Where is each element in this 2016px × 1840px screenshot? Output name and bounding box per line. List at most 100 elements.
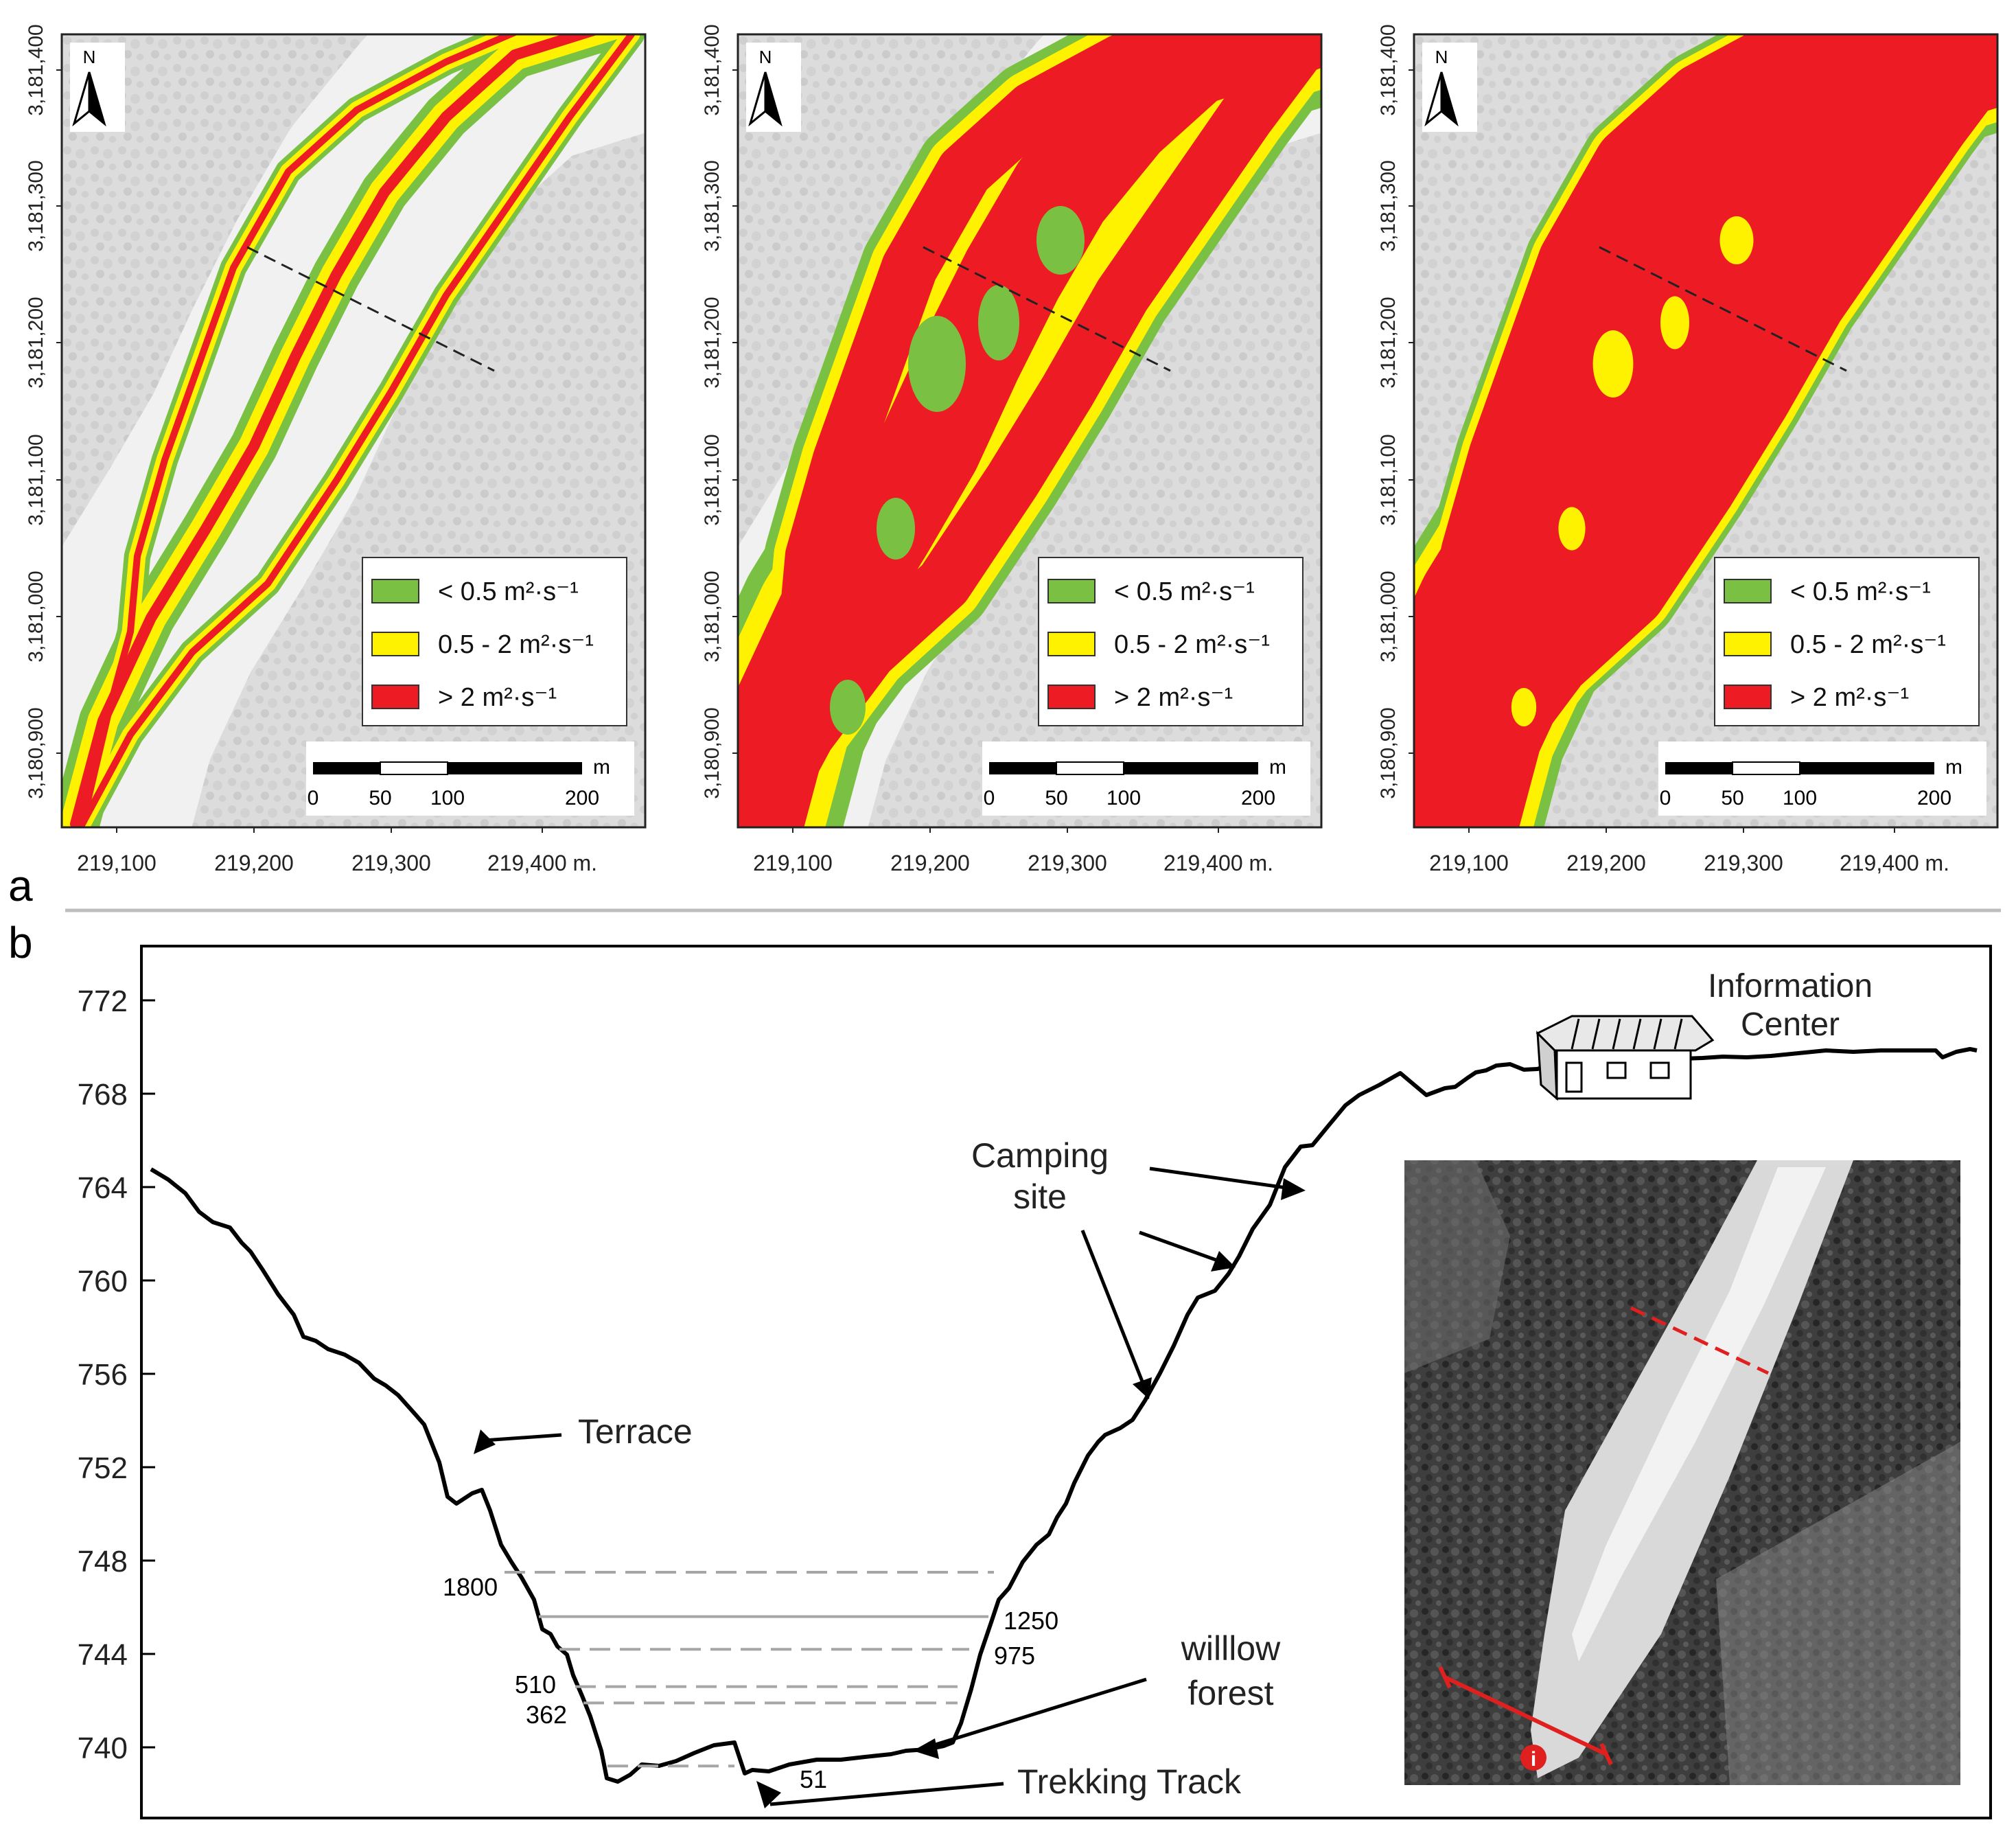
- aerial-inset: i: [1404, 1160, 1960, 1785]
- discharge-map-2: N < 0.5 m²·s⁻¹ 0.5 - 2 m²·s⁻¹ > 2 m²·s⁻¹ m 0 5…: [737, 33, 1323, 829]
- water-label-975: 975: [994, 1642, 1035, 1670]
- map-y-tick: 3,181,200: [25, 297, 47, 388]
- map-frame: [1413, 33, 1999, 829]
- north-arrow-icon: N: [70, 43, 125, 132]
- map-x-tick: 219,300: [1704, 851, 1783, 875]
- legend-label: > 2 m²·s⁻¹: [1114, 683, 1233, 712]
- water-label-1250: 1250: [1004, 1607, 1058, 1635]
- trekking-track-label: Trekking Track: [1017, 1762, 1242, 1801]
- scale-unit: m: [593, 756, 610, 779]
- legend-item: 0.5 - 2 m²·s⁻¹: [371, 630, 594, 659]
- map-x-tick: 219,200: [214, 851, 294, 875]
- scale-label: 100: [1107, 787, 1141, 809]
- north-arrow-icon: N: [1422, 43, 1477, 132]
- discharge-map-3: N < 0.5 m²·s⁻¹ 0.5 - 2 m²·s⁻¹ > 2 m²·s⁻¹ m 0 5…: [1413, 33, 1999, 829]
- information-center-label-line2: Center: [1741, 1007, 1840, 1043]
- legend-swatch: [1047, 579, 1096, 603]
- section-y-tick: 768: [78, 1078, 128, 1112]
- legend: < 0.5 m²·s⁻¹ 0.5 - 2 m²·s⁻¹ > 2 m²·s⁻¹: [362, 557, 627, 726]
- legend: < 0.5 m²·s⁻¹ 0.5 - 2 m²·s⁻¹ > 2 m²·s⁻¹: [1714, 557, 1980, 726]
- water-label-362: 362: [526, 1701, 567, 1729]
- legend-item: 0.5 - 2 m²·s⁻¹: [1047, 630, 1270, 659]
- legend: < 0.5 m²·s⁻¹ 0.5 - 2 m²·s⁻¹ > 2 m²·s⁻¹: [1038, 557, 1304, 726]
- section-y-tick: 752: [78, 1451, 128, 1485]
- map-x-tick: 219,400 m.: [1840, 851, 1949, 875]
- map-x-tick: 219,300: [351, 851, 431, 875]
- scale-label: 50: [369, 787, 391, 809]
- flow-zone-r: [70, 34, 599, 827]
- panel-a-label: a: [8, 861, 33, 910]
- map-x-tick: 219,200: [890, 851, 970, 875]
- map-x-tick: 219,300: [1028, 851, 1107, 875]
- scale-bar: m 0 50 100 200: [306, 741, 634, 816]
- map-x-tick: 219,400 m.: [487, 851, 597, 875]
- legend-swatch: [371, 632, 419, 656]
- camping-site-label-line2: site: [1013, 1177, 1067, 1216]
- scale-label: 0: [308, 787, 319, 809]
- legend-item: < 0.5 m²·s⁻¹: [371, 577, 579, 606]
- camping-site-label-line1: Camping: [971, 1136, 1109, 1175]
- discharge-map-1: N < 0.5 m²·s⁻¹ 0.5 - 2 m²·s⁻¹ > 2 m²·s⁻¹ m 0 5…: [60, 33, 647, 829]
- legend-swatch: [1724, 579, 1772, 603]
- arrow-heads: [474, 1178, 1306, 1808]
- legend-label: 0.5 - 2 m²·s⁻¹: [1114, 630, 1270, 659]
- north-arrow-icon: N: [746, 43, 801, 132]
- section-line: [1599, 246, 1847, 372]
- map-x-tick: 219,200: [1566, 851, 1646, 875]
- legend-label: 0.5 - 2 m²·s⁻¹: [1790, 630, 1946, 659]
- scale-label: 200: [565, 787, 599, 809]
- section-line: [246, 246, 495, 372]
- north-label: N: [83, 47, 96, 67]
- annotation-arrows: [483, 1166, 1297, 1806]
- legend-swatch: [371, 579, 419, 603]
- section-y-tick: 748: [78, 1545, 128, 1578]
- map-x-tick: 219,100: [77, 851, 157, 875]
- map-x-tick: 219,400 m.: [1163, 851, 1273, 875]
- willow-forest-label-line2: forest: [1187, 1674, 1273, 1712]
- map-y-tick: 3,181,200: [701, 297, 723, 388]
- map-y-tick: 3,181,400: [25, 24, 47, 115]
- map-y-tick: 3,181,400: [701, 24, 723, 115]
- map-y-tick: 3,180,900: [1377, 707, 1400, 798]
- map-y-tick: 3,181,000: [1377, 571, 1400, 662]
- terrain-profile-line: [150, 1047, 1978, 1784]
- map-y-tick: 3,181,300: [25, 160, 47, 251]
- scale-label: 0: [1660, 787, 1671, 809]
- section-y-tick: 772: [78, 985, 128, 1018]
- scale-label: 200: [1917, 787, 1951, 809]
- scale-unit: m: [1945, 756, 1962, 779]
- legend-swatch: [371, 685, 419, 709]
- scale-bar: m 0 50 100 200: [1658, 741, 1986, 816]
- map-y-tick: 3,181,100: [701, 434, 723, 525]
- legend-item: 0.5 - 2 m²·s⁻¹: [1724, 630, 1946, 659]
- legend-item: < 0.5 m²·s⁻¹: [1724, 577, 1931, 606]
- water-label-510: 510: [515, 1670, 556, 1699]
- discharge-maps: N < 0.5 m²·s⁻¹ 0.5 - 2 m²·s⁻¹ > 2 m²·s⁻¹ m 0 5…: [25, 24, 1999, 875]
- scale-label: 100: [430, 787, 465, 809]
- scale-label: 0: [984, 787, 995, 809]
- inset-scale-line: [1444, 1675, 1608, 1756]
- map-frame: [60, 33, 647, 829]
- map-frame: [737, 33, 1323, 829]
- legend-item: < 0.5 m²·s⁻¹: [1047, 577, 1255, 606]
- scale-bar: m 0 50 100 200: [982, 741, 1310, 816]
- section-y-tick: 760: [78, 1265, 128, 1298]
- map-y-tick: 3,181,400: [1377, 24, 1400, 115]
- map-y-tick: 3,181,300: [701, 160, 723, 251]
- north-label: N: [1435, 47, 1448, 67]
- section-y-axis: 772 768 764 760 756 752 748 744 740: [78, 985, 155, 1765]
- map-y-tick: 3,181,000: [701, 571, 723, 662]
- scale-label: 50: [1045, 787, 1067, 809]
- water-label-1800: 1800: [443, 1573, 498, 1601]
- scale-label: 100: [1783, 787, 1817, 809]
- legend-label: 0.5 - 2 m²·s⁻¹: [438, 630, 594, 659]
- panel-b-label: b: [8, 918, 33, 967]
- map-y-tick: 3,180,900: [701, 707, 723, 798]
- legend-label: < 0.5 m²·s⁻¹: [1790, 577, 1931, 606]
- inset-section-line: [1630, 1306, 1770, 1375]
- legend-item: > 2 m²·s⁻¹: [1724, 683, 1909, 712]
- legend-swatch: [1724, 685, 1772, 709]
- legend-swatch: [1724, 632, 1772, 656]
- legend-label: < 0.5 m²·s⁻¹: [438, 577, 579, 606]
